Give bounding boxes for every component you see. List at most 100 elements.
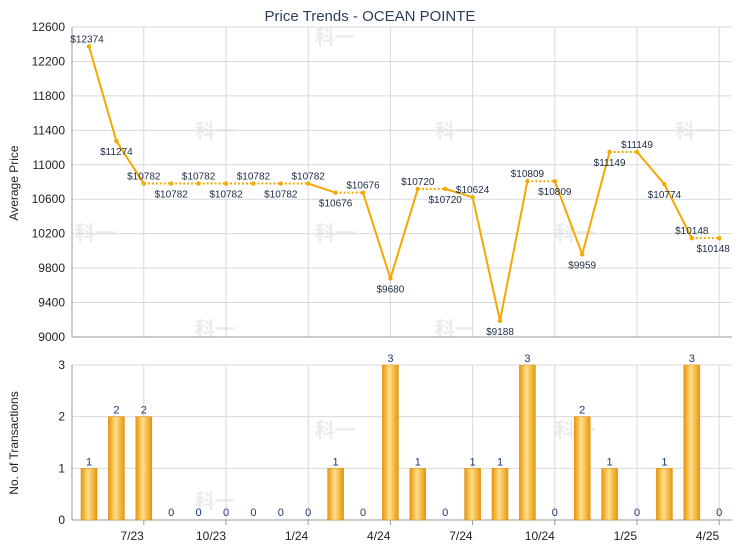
- watermark-text: 科一: [315, 418, 355, 442]
- price-line-segment: [499, 181, 529, 322]
- transactions-tick-label: 2: [58, 410, 65, 424]
- axes: 9000940098001020010600110001140011800122…: [32, 20, 732, 543]
- price-data-label: $10774: [648, 190, 682, 201]
- transaction-count-label: 0: [223, 507, 229, 519]
- price-line-segment: [444, 187, 473, 199]
- transaction-count-label: 2: [113, 405, 119, 417]
- chart-title: Price Trends - OCEAN POINTE: [265, 8, 476, 25]
- transaction-count-label: 0: [196, 507, 202, 519]
- price-data-label: $10782: [127, 172, 161, 183]
- transaction-count-label: 0: [250, 507, 256, 519]
- price-data-label: $10720: [401, 177, 435, 188]
- price-point: [552, 179, 557, 184]
- x-tick-label: 7/23: [120, 529, 144, 543]
- transactions-tick-label: 3: [58, 358, 65, 372]
- transaction-count-label: 0: [305, 507, 311, 519]
- data-labels: 1 2 2 0 0 0 0 0 0 1 0 3 1 0 1 1 3 0 2 1 0 1 3 0 $12374 $11274 $107…: [70, 34, 730, 519]
- price-data-label: $9188: [486, 327, 514, 338]
- transaction-bar: [683, 364, 701, 521]
- price-point: [86, 44, 92, 49]
- price-tick-label: 11000: [33, 158, 66, 172]
- watermark-text: 科一: [75, 221, 115, 245]
- price-data-label: $10148: [697, 244, 731, 255]
- transaction-bar: [80, 468, 98, 521]
- price-data-label: $10782: [292, 172, 326, 183]
- x-tick-label: 10/24: [525, 529, 555, 543]
- price-data-label: $10782: [237, 172, 271, 183]
- price-data-label: $10148: [675, 226, 709, 237]
- price-tick-label: 12200: [32, 54, 66, 68]
- transactions-tick-label: 1: [58, 461, 65, 475]
- price-point: [662, 182, 667, 187]
- transaction-bar: [656, 468, 673, 521]
- price-tick-label: 11800: [33, 89, 66, 103]
- price-tick-label: 9800: [38, 261, 65, 275]
- price-point: [470, 194, 475, 200]
- price-line-segment: [581, 151, 611, 255]
- transaction-count-label: 1: [497, 456, 503, 468]
- transaction-count-label: 1: [661, 456, 667, 468]
- price-point: [580, 252, 585, 257]
- transaction-count-label: 2: [579, 405, 585, 417]
- transaction-bar: [409, 468, 427, 521]
- price-line-segment: [307, 182, 336, 194]
- watermark-text: 科一: [315, 221, 355, 245]
- price-data-label: $10809: [538, 187, 572, 198]
- transaction-count-label: 0: [552, 507, 558, 519]
- price-point: [278, 181, 283, 186]
- x-tick-label: 1/25: [614, 529, 638, 543]
- price-line-segment: [663, 183, 693, 239]
- price-data-label: $10720: [429, 195, 463, 206]
- x-tick-label: 10/23: [196, 529, 226, 543]
- transaction-count-label: 3: [524, 353, 530, 365]
- price-point: [415, 186, 420, 192]
- price-data-label: $10676: [319, 199, 353, 210]
- transaction-count-label: 1: [607, 456, 613, 468]
- price-tick-label: 12600: [32, 20, 66, 34]
- price-line-segment: [636, 151, 666, 185]
- transaction-count-label: 0: [278, 507, 284, 519]
- price-tick-label: 10200: [32, 227, 66, 241]
- price-data-label: $10782: [209, 190, 243, 201]
- price-point: [634, 149, 640, 155]
- transaction-bar: [327, 468, 344, 521]
- price-point: [306, 181, 311, 186]
- price-data-label: $10782: [182, 172, 216, 183]
- transaction-count-label: 1: [333, 456, 339, 468]
- price-data-label: $10809: [511, 169, 545, 180]
- watermark-text: 科一: [675, 119, 715, 143]
- price-data-label: $10676: [346, 181, 380, 192]
- transaction-bar: [491, 468, 509, 521]
- transaction-count-label: 1: [470, 456, 476, 468]
- price-point: [251, 181, 256, 186]
- transaction-bar: [519, 364, 536, 521]
- grid-lines: [72, 26, 732, 521]
- price-point: [169, 181, 174, 186]
- price-data-label: $10624: [456, 185, 490, 196]
- transaction-count-label: 1: [86, 456, 92, 468]
- price-line-segment: [362, 192, 392, 279]
- watermark-text: 科一: [435, 119, 475, 143]
- price-line-segment: [389, 188, 419, 279]
- price-point: [196, 181, 201, 186]
- transaction-bar: [601, 468, 618, 521]
- price-data-label: $9959: [568, 260, 596, 271]
- transaction-count-label: 2: [141, 405, 147, 417]
- price-point: [497, 318, 503, 324]
- price-data-label: $10782: [155, 190, 189, 201]
- price-data-label: $12374: [70, 34, 104, 45]
- transaction-bar: [108, 416, 125, 521]
- price-tick-label: 9400: [38, 296, 65, 310]
- price-point: [689, 235, 694, 241]
- x-tick-label: 4/24: [367, 529, 391, 543]
- price-tick-label: 9000: [38, 330, 65, 344]
- transaction-count-label: 0: [168, 507, 174, 519]
- transactions-axis-title: No. of Transactions: [7, 391, 21, 494]
- price-line-segment: [471, 196, 501, 322]
- transaction-count-label: 0: [634, 507, 640, 519]
- price-data-label: $9680: [376, 284, 404, 295]
- price-data-label: $11149: [621, 140, 653, 151]
- x-tick-label: 1/24: [285, 529, 309, 543]
